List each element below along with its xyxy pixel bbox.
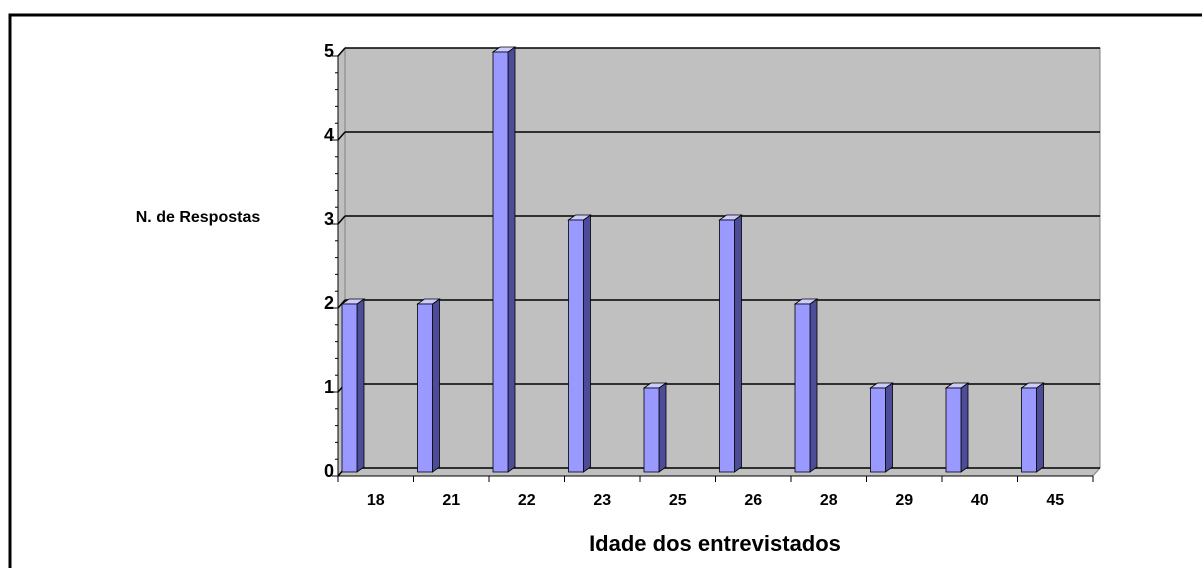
x-axis-label: Idade dos entrevistados <box>589 531 841 556</box>
y-tick-label: 5 <box>324 41 334 61</box>
y-axis-label: N. de Respostas <box>136 209 261 226</box>
bar <box>1021 387 1037 473</box>
y-tick-label: 2 <box>324 293 334 313</box>
bar-side <box>734 214 742 473</box>
bar <box>794 303 811 473</box>
bar <box>341 303 358 473</box>
bar-side <box>356 298 365 473</box>
x-tick-label: 23 <box>593 492 611 509</box>
bar-side <box>809 298 818 473</box>
grid-line <box>337 47 346 57</box>
x-tick-label: 22 <box>518 492 536 509</box>
bar <box>492 51 509 473</box>
y-tick-label: 4 <box>324 125 334 145</box>
bar <box>417 303 433 473</box>
x-tick-label: 29 <box>895 492 913 509</box>
bar-side <box>885 382 893 473</box>
x-tick-label: 18 <box>367 492 385 509</box>
y-tick-label: 0 <box>324 461 334 481</box>
x-tick-label: 28 <box>820 492 838 509</box>
frame <box>8 13 1202 568</box>
bar <box>719 219 735 473</box>
bar <box>945 387 962 473</box>
y-tick-label: 3 <box>324 209 334 229</box>
bar-side <box>507 46 516 473</box>
grid-line <box>337 215 346 225</box>
bar <box>870 387 886 473</box>
x-tick-label: 45 <box>1046 492 1064 509</box>
bar-side <box>1036 382 1044 473</box>
bar-side <box>432 298 440 473</box>
x-tick-label: 21 <box>442 492 460 509</box>
floor <box>336 467 1102 477</box>
bar-side <box>960 382 969 473</box>
bar <box>568 219 584 473</box>
x-tick-label: 25 <box>669 492 687 509</box>
bar <box>643 387 660 473</box>
x-tick-label: 26 <box>744 492 762 509</box>
bar-side <box>658 382 667 473</box>
bar-side <box>583 214 591 473</box>
x-tick-label: 40 <box>971 492 989 509</box>
y-tick-label: 1 <box>324 377 334 397</box>
grid-line <box>337 131 346 141</box>
